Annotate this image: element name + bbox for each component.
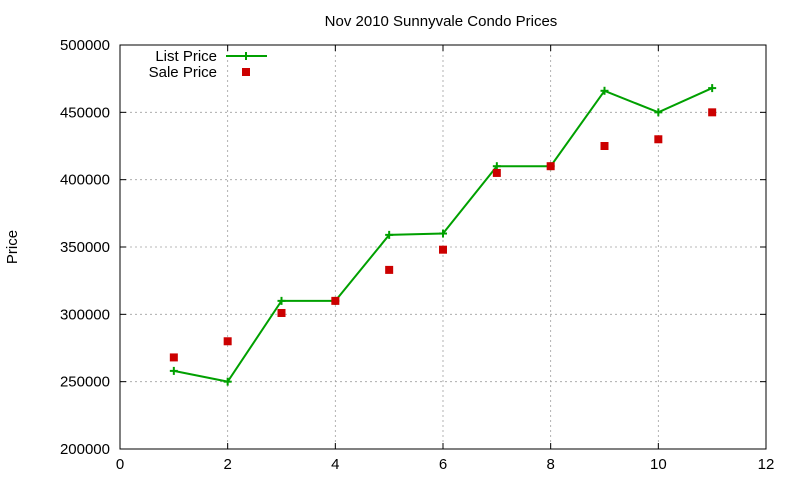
x-tick-label: 4 — [331, 456, 339, 473]
list-price-point — [169, 366, 178, 375]
sale-price-point — [492, 168, 501, 177]
list-price-point — [277, 296, 286, 305]
y-axis-label: Price — [4, 230, 21, 264]
list-price-point — [654, 108, 663, 117]
sale-price-point — [223, 337, 232, 346]
legend-label-list-price: List Price — [155, 48, 217, 65]
y-tick-label: 500000 — [60, 37, 110, 54]
list-price-point — [439, 229, 447, 238]
y-tick-label: 200000 — [60, 441, 110, 458]
x-tick-label: 8 — [546, 456, 554, 473]
list-price-point — [600, 86, 609, 95]
x-tick-label: 0 — [116, 456, 124, 473]
sale-price-point — [385, 265, 394, 274]
axes: 0 2 4 6 8 10 12 200000 250000 300000 350000 400000 4… — [60, 37, 774, 473]
sale-price-point — [654, 135, 663, 144]
y-tick-label: 300000 — [60, 306, 110, 323]
sale-price-point — [169, 353, 178, 362]
sale-price-point — [439, 245, 447, 254]
x-tick-label: 10 — [650, 456, 667, 473]
sale-price-point — [277, 308, 286, 317]
sale-price-point — [546, 162, 555, 171]
series-layer — [169, 84, 717, 386]
x-tick-label: 12 — [758, 456, 775, 473]
y-tick-label: 250000 — [60, 374, 110, 391]
y-tick-label: 350000 — [60, 239, 110, 256]
list-price-point — [223, 377, 232, 386]
legend-label-sale-price: Sale Price — [149, 64, 217, 81]
x-tick-label: 6 — [439, 456, 447, 473]
y-tick-label: 400000 — [60, 172, 110, 189]
list-price-point — [385, 230, 394, 239]
legend-swatch-sale-marker — [242, 68, 250, 76]
y-tick-label: 450000 — [60, 104, 110, 121]
sale-price-point — [708, 108, 717, 117]
legend-swatch-list-marker — [242, 52, 250, 60]
sale-price-point — [331, 296, 340, 305]
sale-price-point — [600, 142, 609, 150]
list-price-point — [708, 84, 717, 93]
x-tick-label: 2 — [223, 456, 231, 473]
chart-title: Nov 2010 Sunnyvale Condo Prices — [325, 13, 558, 30]
list-price-point — [492, 162, 501, 171]
